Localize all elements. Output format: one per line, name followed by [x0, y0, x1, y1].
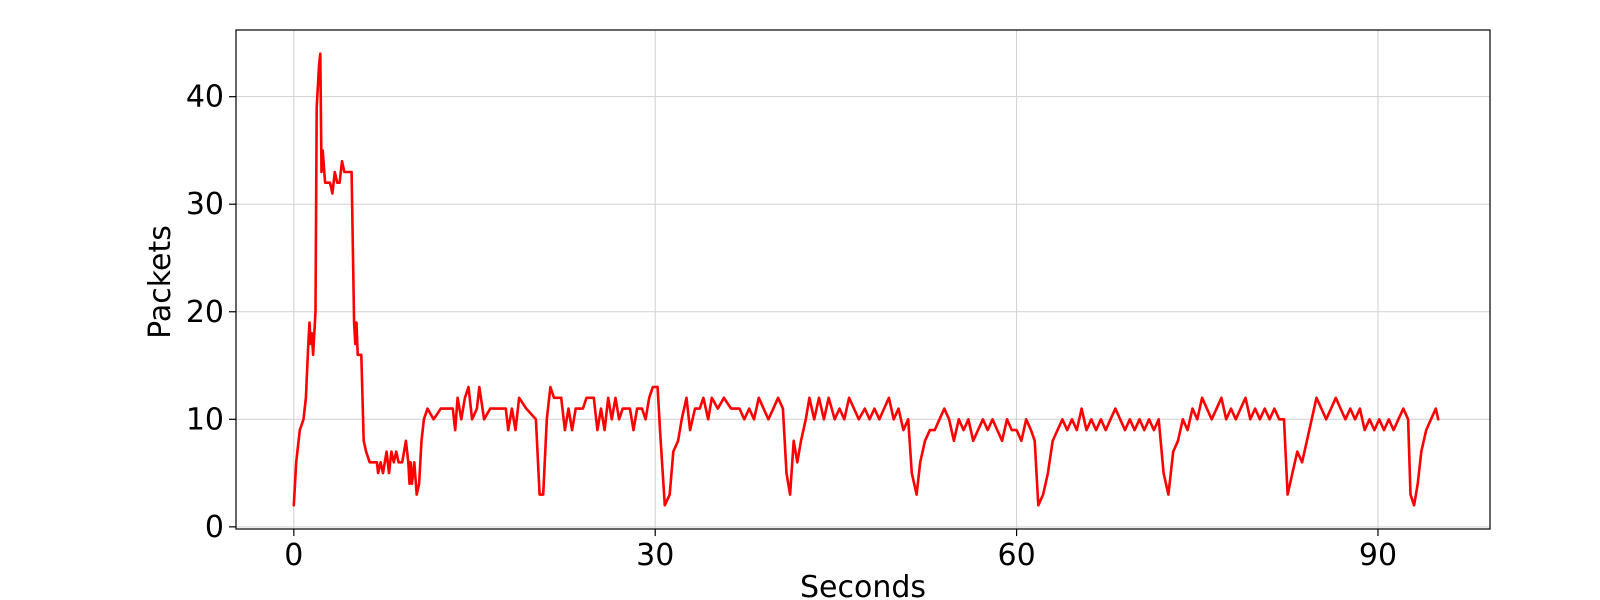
- series-layer: [292, 52, 1440, 507]
- y-axis-title: Packets: [143, 225, 178, 339]
- axis-ticks: [229, 96, 1379, 536]
- x-axis-title: Seconds: [800, 570, 926, 600]
- x-tick-label: 90: [1359, 538, 1397, 573]
- y-tick-label: 10: [186, 402, 224, 437]
- x-tick-label: 0: [284, 538, 303, 573]
- series-line: [292, 52, 1440, 507]
- plot-frame: [235, 29, 1491, 530]
- y-tick-label: 30: [186, 187, 224, 222]
- y-tick-label: 20: [186, 295, 224, 330]
- y-tick-label: 40: [186, 80, 224, 115]
- y-tick-labels: 0 10 20 30 40: [186, 80, 224, 545]
- y-tick-label: 0: [205, 510, 224, 545]
- x-tick-label: 30: [636, 538, 674, 573]
- x-tick-label: 60: [997, 538, 1035, 573]
- gridlines: [236, 30, 1490, 529]
- x-tick-labels: 0 30 60 90: [284, 538, 1397, 573]
